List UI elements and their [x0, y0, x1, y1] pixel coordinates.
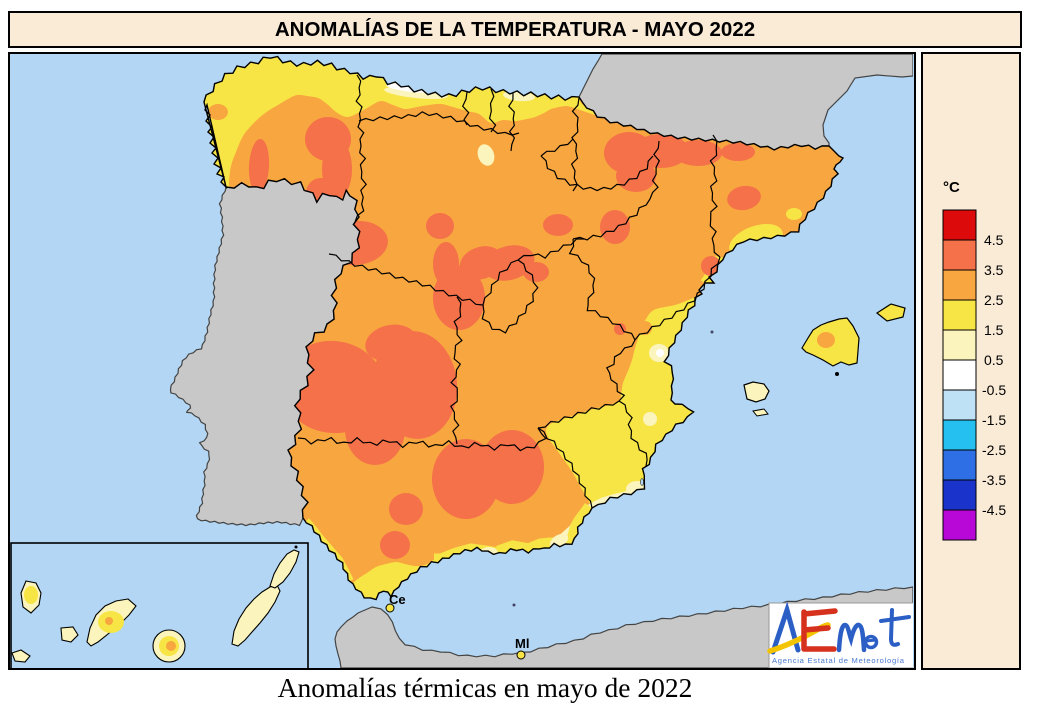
svg-text:3.5: 3.5	[984, 262, 1004, 278]
svg-text:4.5: 4.5	[984, 232, 1004, 248]
svg-text:0.5: 0.5	[984, 352, 1004, 368]
svg-text:2.5: 2.5	[984, 292, 1004, 308]
svg-text:-1.5: -1.5	[982, 412, 1006, 428]
svg-text:-3.5: -3.5	[982, 472, 1006, 488]
svg-text:1.5: 1.5	[984, 322, 1004, 338]
svg-text:Ml: Ml	[515, 636, 529, 651]
svg-text:-0.5: -0.5	[982, 382, 1006, 398]
svg-text:°C: °C	[943, 179, 960, 196]
svg-text:-4.5: -4.5	[982, 502, 1006, 518]
svg-text:-2.5: -2.5	[982, 442, 1006, 458]
svg-text:Agencia Estatal de Meteorologí: Agencia Estatal de Meteorología	[772, 656, 905, 665]
svg-text:Ce: Ce	[389, 592, 406, 607]
